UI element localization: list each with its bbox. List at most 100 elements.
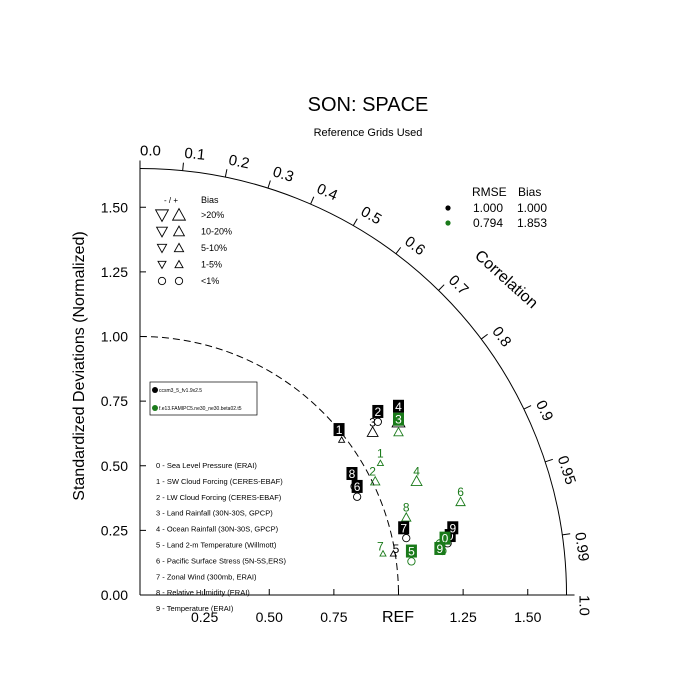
correlation-tick-mark: [310, 196, 315, 205]
summary-header-bias: Bias: [518, 185, 541, 199]
series-0-label-8: 8: [349, 467, 356, 481]
correlation-tick-mark: [438, 284, 445, 291]
bias-legend-down-triangle: [155, 226, 169, 238]
bias-legend-down-triangle: [156, 243, 168, 254]
x-tick-label: 1.50: [514, 609, 541, 625]
series-0-label-box-6: [351, 479, 363, 493]
correlation-tick-mark: [480, 333, 488, 340]
bias-legend-circle: [174, 276, 184, 286]
variable-legend-item: 0 - Sea Level Pressure (ERAI): [156, 461, 257, 470]
series-1-label-0: 0: [442, 532, 449, 546]
y-tick-label: 0.25: [101, 522, 128, 538]
summary-row-dot: [445, 220, 451, 226]
summary-bias-value: 1.853: [517, 216, 547, 230]
x-tick-label: 0.50: [256, 609, 283, 625]
series-0-label-box-4: [393, 399, 404, 413]
variable-legend-item: 5 - Land 2-m Temperature (Willmott): [156, 541, 277, 550]
series-1-label-2: 2: [369, 464, 376, 478]
series-0-label-2: 2: [374, 405, 381, 419]
series-1-point-6: [455, 496, 466, 507]
series-0-point-6: [353, 492, 362, 501]
series-1-label-box-9: [434, 541, 446, 555]
correlation-tick-label: 0.9: [532, 398, 556, 424]
variable-legend-item: 9 - Temperature (ERAI): [156, 604, 234, 613]
correlation-tick-label: 0.5: [358, 203, 385, 228]
y-tick-label: 1.00: [101, 329, 128, 345]
correlation-tick-label: 0.0: [140, 143, 161, 160]
series-1-label-box-0: [439, 531, 451, 545]
bias-legend-label: 1-5%: [201, 260, 222, 270]
correlation-tick-label: 0.2: [227, 152, 251, 173]
case-legend-label: ccsm3_5_fv1.9x2.5: [159, 388, 202, 394]
reference-std-arc: [139, 336, 399, 596]
series-1-label-5: 5: [408, 545, 415, 559]
chart-subtitle: Reference Grids Used: [314, 127, 423, 139]
series-1-label-box-5: [405, 544, 417, 558]
series-1-label-3: 3: [395, 413, 402, 427]
bias-legend-header: Bias: [201, 195, 219, 205]
series-1-label-6: 6: [457, 485, 464, 499]
bias-legend-label: 10-20%: [201, 227, 232, 237]
data-point-labels: 01234567890123456789: [333, 399, 464, 559]
y-tick-label: 0.00: [101, 587, 128, 603]
correlation-tick-mark: [182, 162, 184, 171]
series-0-label-6: 6: [354, 480, 361, 494]
case-legend: ccsm3_5_fv1.9x2.5 f.e13.FAMIPC5.ne30_ne30…: [149, 381, 258, 416]
summary-rmse-value: 0.794: [473, 216, 503, 230]
summary-row-dot: [445, 205, 451, 211]
series-1-point-7: [379, 549, 387, 557]
bias-legend-up-triangle: [173, 242, 185, 253]
series-0-label-box-2: [372, 404, 384, 418]
correlation-tick-label: 0.99: [571, 531, 592, 562]
correlation-tick-mark: [224, 169, 228, 178]
variable-legend-item: 8 - Relative Humidity (ERAI): [156, 588, 250, 597]
bias-legend-sign: - / +: [164, 196, 178, 205]
variable-legend-item: 7 - Zonal Wind (300mb, ERAI): [156, 572, 257, 581]
y-tick-label: 1.25: [101, 264, 128, 280]
series-0-label-box-9: [447, 521, 459, 535]
y-axis-ticks: 0.00 0.25 0.50 0.75 1.00 1.25 1.50: [101, 199, 146, 603]
x-tick-label: 0.25: [191, 609, 218, 625]
series-0-label-5: 5: [393, 542, 400, 556]
series-1-label-box-3: [393, 412, 404, 426]
series-1-point-2: [369, 475, 381, 486]
outer-correlation-arc: [139, 167, 568, 596]
bias-legend-circle: [157, 276, 167, 286]
series-0-label-1: 1: [336, 423, 343, 437]
series-1-label-1: 1: [377, 446, 384, 460]
variable-legend: 0 - Sea Level Pressure (ERAI) 1 - SW Clou…: [156, 461, 287, 613]
case-legend-dot: [152, 405, 158, 411]
series-0-point-1: [337, 435, 346, 443]
variable-legend-item: 2 - LW Cloud Forcing (CERES-EBAF): [156, 493, 282, 502]
series-0-point-3: [366, 425, 379, 437]
correlation-tick-mark: [395, 247, 402, 255]
summary-rmse-value: 1.000: [473, 201, 503, 215]
variable-legend-item: 3 - Land Rainfall (30N-30S, GPCP): [156, 509, 273, 518]
correlation-tick-mark: [352, 218, 358, 226]
correlation-tick-label: 0.8: [488, 323, 514, 350]
series-0-point-2: [373, 417, 382, 426]
series-0-point-5: [389, 549, 398, 557]
plot-frame: [139, 167, 568, 596]
correlation-tick-mark: [562, 533, 571, 536]
series-0-label-3: 3: [369, 415, 376, 429]
x-axis-ticks: 0.25 0.50 0.75 1.25 1.50: [191, 589, 542, 625]
y-axis-label: Standardized Deviations (Normalized): [71, 231, 88, 500]
series-1-point-3: [393, 426, 404, 437]
ref-label: REF: [382, 609, 414, 626]
series-0-label-7: 7: [400, 521, 407, 535]
y-tick-label: 1.50: [101, 199, 128, 215]
correlation-tick-mark: [523, 405, 532, 410]
series-1-label-7: 7: [377, 539, 384, 553]
bias-legend-up-triangle: [172, 225, 186, 237]
series-1-point-1: [376, 459, 385, 467]
series-1-point-4: [410, 474, 423, 487]
series-0-label-box-7: [398, 521, 410, 535]
correlation-label: Correlation: [471, 247, 541, 312]
bias-legend-label: >20%: [201, 210, 224, 220]
correlation-tick-label: 0.1: [184, 145, 206, 164]
correlation-tick-label: 0.3: [271, 163, 296, 185]
case-legend-dot: [152, 387, 158, 393]
